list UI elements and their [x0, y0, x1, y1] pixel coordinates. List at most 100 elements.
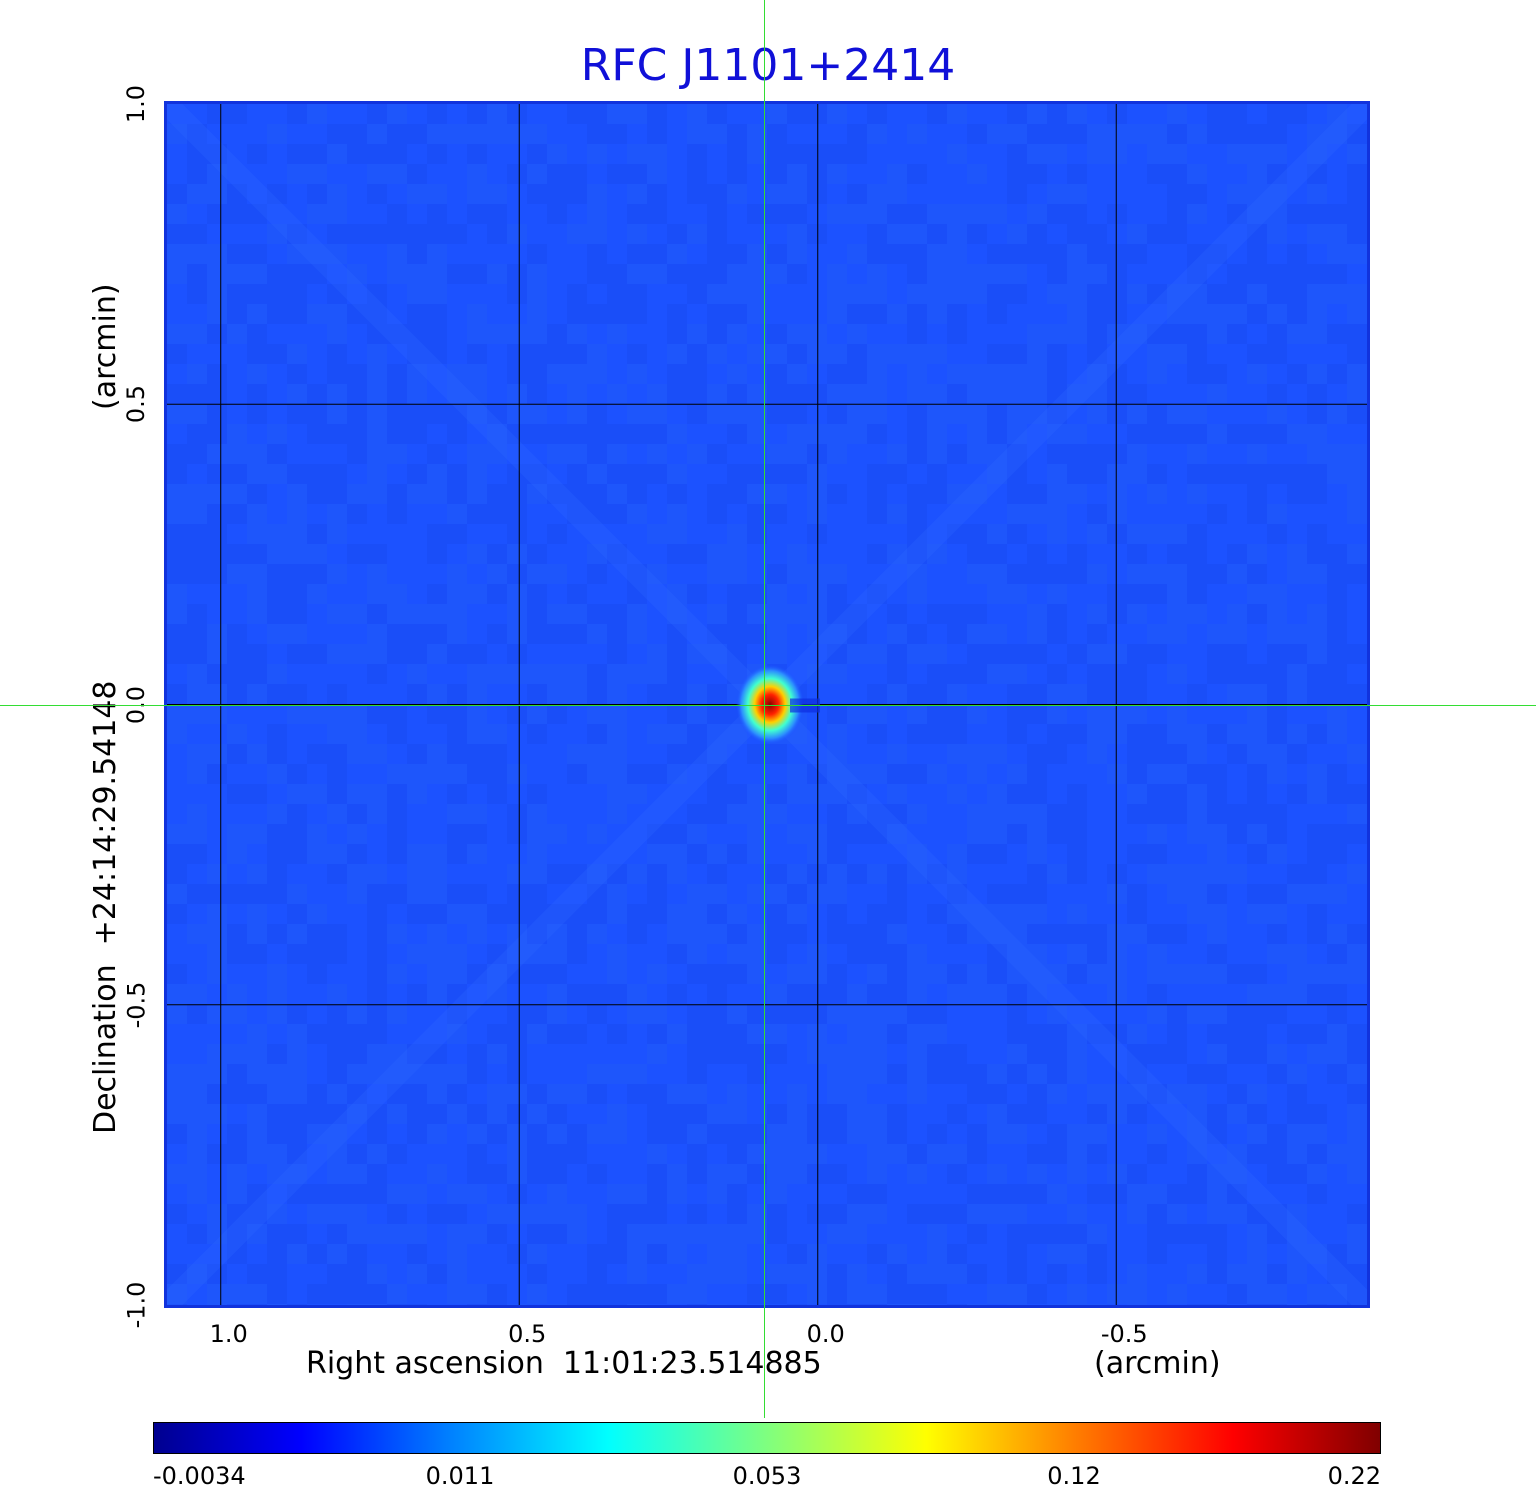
noise-cell	[1267, 704, 1287, 724]
noise-cell	[1347, 1104, 1367, 1124]
noise-cell	[347, 524, 367, 544]
noise-cell	[227, 344, 247, 364]
noise-cell	[347, 664, 367, 684]
noise-cell	[167, 584, 187, 604]
noise-cell	[527, 324, 547, 344]
noise-cell	[547, 1004, 567, 1024]
noise-cell	[427, 444, 447, 464]
noise-cell	[687, 904, 707, 924]
noise-cell	[787, 604, 807, 624]
noise-cell	[827, 1124, 847, 1144]
noise-cell	[1247, 984, 1267, 1004]
noise-cell	[207, 104, 227, 124]
noise-cell	[347, 164, 367, 184]
noise-cell	[407, 884, 427, 904]
noise-cell	[507, 1004, 527, 1024]
noise-cell	[1227, 824, 1247, 844]
noise-cell	[247, 904, 267, 924]
noise-cell	[1287, 1084, 1307, 1104]
noise-cell	[947, 784, 967, 804]
noise-cell	[167, 404, 187, 424]
noise-cell	[567, 384, 587, 404]
noise-cell	[1007, 884, 1027, 904]
noise-cell	[1167, 1224, 1187, 1244]
noise-cell	[527, 644, 547, 664]
noise-cell	[787, 624, 807, 644]
noise-cell	[907, 504, 927, 524]
noise-cell	[707, 1304, 727, 1305]
noise-cell	[947, 1124, 967, 1144]
noise-cell	[227, 624, 247, 644]
noise-cell	[1207, 384, 1227, 404]
noise-cell	[327, 904, 347, 924]
noise-cell	[167, 1104, 187, 1124]
noise-cell	[407, 524, 427, 544]
noise-cell	[267, 864, 287, 884]
noise-cell	[827, 1004, 847, 1024]
noise-cell	[1287, 364, 1307, 384]
noise-cell	[827, 684, 847, 704]
noise-cell	[727, 144, 747, 164]
noise-cell	[487, 544, 507, 564]
noise-cell	[407, 224, 427, 244]
noise-cell	[1107, 624, 1127, 644]
noise-cell	[1187, 224, 1207, 244]
noise-cell	[1227, 984, 1247, 1004]
noise-cell	[467, 184, 487, 204]
noise-cell	[487, 1224, 507, 1244]
noise-cell	[1107, 1204, 1127, 1224]
noise-cell	[367, 1304, 387, 1305]
noise-cell	[347, 1104, 367, 1124]
noise-cell	[387, 484, 407, 504]
noise-cell	[507, 464, 527, 484]
noise-cell	[787, 484, 807, 504]
noise-cell	[267, 404, 287, 424]
noise-cell	[187, 684, 207, 704]
noise-cell	[1267, 204, 1287, 224]
noise-cell	[807, 264, 827, 284]
noise-cell	[987, 544, 1007, 564]
noise-cell	[887, 1204, 907, 1224]
noise-cell	[1267, 1284, 1287, 1304]
noise-cell	[907, 1084, 927, 1104]
noise-cell	[707, 544, 727, 564]
noise-cell	[627, 1024, 647, 1044]
noise-cell	[1007, 284, 1027, 304]
noise-cell	[167, 784, 187, 804]
noise-cell	[1307, 664, 1327, 684]
noise-cell	[1047, 1044, 1067, 1064]
noise-cell	[567, 184, 587, 204]
noise-cell	[1207, 1184, 1227, 1204]
noise-cell	[1087, 1044, 1107, 1064]
noise-cell	[327, 884, 347, 904]
noise-cell	[1087, 944, 1107, 964]
noise-cell	[907, 604, 927, 624]
noise-cell	[827, 384, 847, 404]
noise-cell	[207, 564, 227, 584]
noise-cell	[987, 304, 1007, 324]
noise-cell	[587, 824, 607, 844]
noise-cell	[1307, 784, 1327, 804]
noise-cell	[207, 464, 227, 484]
noise-cell	[1247, 164, 1267, 184]
noise-cell	[1107, 364, 1127, 384]
noise-cell	[1327, 444, 1347, 464]
noise-cell	[567, 224, 587, 244]
noise-cell	[767, 104, 787, 124]
noise-cell	[227, 684, 247, 704]
noise-cell	[1067, 664, 1087, 684]
noise-cell	[867, 544, 887, 564]
noise-cell	[1047, 604, 1067, 624]
noise-cell	[187, 1144, 207, 1164]
noise-cell	[347, 104, 367, 124]
noise-cell	[1027, 1004, 1047, 1024]
noise-cell	[347, 1224, 367, 1244]
noise-cell	[707, 404, 727, 424]
noise-cell	[207, 724, 227, 744]
noise-cell	[807, 304, 827, 324]
noise-cell	[567, 404, 587, 424]
noise-cell	[1127, 144, 1147, 164]
noise-cell	[747, 284, 767, 304]
noise-cell	[367, 1224, 387, 1244]
noise-cell	[1207, 664, 1227, 684]
